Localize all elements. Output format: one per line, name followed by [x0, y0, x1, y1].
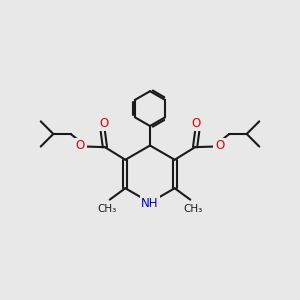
Text: O: O — [215, 140, 224, 152]
Text: CH₃: CH₃ — [98, 204, 117, 214]
Text: O: O — [191, 117, 201, 130]
Text: O: O — [76, 140, 85, 152]
Text: NH: NH — [141, 196, 159, 210]
Text: O: O — [99, 117, 109, 130]
Text: CH₃: CH₃ — [183, 204, 202, 214]
